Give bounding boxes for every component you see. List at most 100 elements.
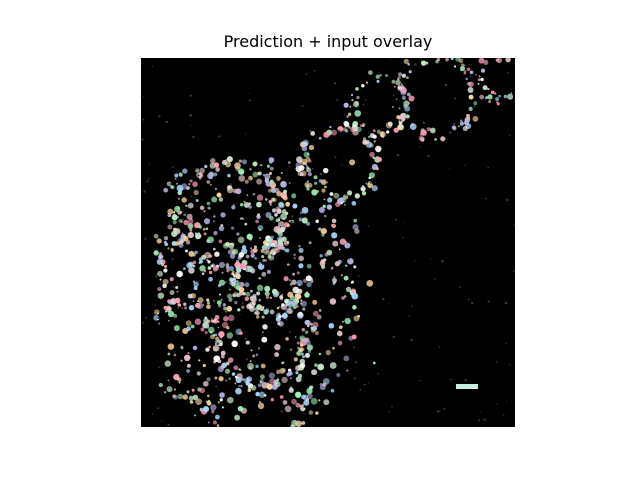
- fluorescent-spot: [331, 223, 335, 228]
- fluorescent-spot: [228, 377, 231, 380]
- fluorescent-spot: [356, 126, 362, 133]
- fluorescent-spot: [239, 331, 243, 335]
- fluorescent-spot: [320, 179, 327, 185]
- background-speckle: [437, 410, 440, 413]
- fluorescent-spot: [475, 74, 477, 76]
- fluorescent-spot: [163, 305, 168, 310]
- background-speckle: [402, 236, 404, 239]
- fluorescent-spot: [181, 197, 187, 203]
- fluorescent-spot: [347, 190, 353, 196]
- fluorescent-spot: [217, 359, 222, 364]
- fluorescent-spot: [178, 172, 183, 177]
- fluorescent-spot: [168, 389, 171, 391]
- fluorescent-spot: [267, 255, 272, 259]
- fluorescent-spot: [256, 178, 263, 185]
- background-speckle: [469, 75, 472, 78]
- fluorescent-spot: [324, 252, 329, 257]
- fluorescent-spot: [341, 296, 345, 300]
- fluorescent-spot: [203, 210, 206, 213]
- background-speckle: [146, 180, 149, 183]
- fluorescent-spot: [215, 414, 220, 420]
- fluorescent-spot: [275, 352, 279, 356]
- fluorescent-spot: [318, 136, 322, 140]
- fluorescent-spot: [403, 58, 409, 64]
- fluorescent-spot: [318, 179, 323, 183]
- fluorescent-spot: [212, 247, 216, 251]
- fluorescent-spot: [322, 382, 327, 387]
- fluorescent-spot: [264, 179, 269, 184]
- fluorescent-spot: [365, 81, 369, 84]
- background-speckle: [167, 423, 170, 426]
- fluorescent-spot: [308, 159, 312, 163]
- fluorescent-spot: [252, 171, 259, 178]
- fluorescent-spot: [270, 243, 275, 248]
- fluorescent-spot: [202, 363, 206, 368]
- fluorescent-spot: [472, 116, 479, 122]
- fluorescent-spot: [367, 182, 373, 189]
- fluorescent-spot: [293, 257, 296, 260]
- fluorescent-spot: [440, 136, 446, 142]
- fluorescent-spot: [329, 192, 334, 196]
- fluorescent-spot: [234, 162, 241, 170]
- fluorescent-spot: [307, 182, 313, 188]
- background-speckle: [207, 236, 209, 238]
- background-speckle: [348, 258, 351, 260]
- fluorescent-spot: [176, 182, 178, 185]
- fluorescent-spot: [323, 131, 330, 138]
- fluorescent-spot: [395, 79, 401, 86]
- fluorescent-spot: [260, 374, 265, 380]
- fluorescent-spot: [275, 218, 280, 223]
- fluorescent-spot: [234, 300, 238, 305]
- fluorescent-spot: [299, 404, 303, 408]
- fluorescent-spot: [167, 247, 170, 250]
- fluorescent-spot: [459, 65, 466, 72]
- fluorescent-spot: [453, 65, 457, 68]
- fluorescent-spot: [188, 267, 195, 274]
- fluorescent-spot: [186, 390, 190, 394]
- fluorescent-spot: [238, 368, 241, 371]
- fluorescent-spot: [445, 58, 449, 62]
- fluorescent-spot: [350, 127, 356, 133]
- fluorescent-spot: [306, 187, 310, 191]
- fluorescent-spot: [170, 185, 175, 190]
- fluorescent-spot: [216, 192, 222, 198]
- background-speckle: [410, 338, 413, 342]
- fluorescent-spot: [480, 77, 484, 82]
- fluorescent-spot: [318, 352, 322, 356]
- fluorescent-spot: [299, 358, 306, 365]
- fluorescent-spot: [289, 348, 293, 351]
- fluorescent-spot: [301, 421, 306, 425]
- fluorescent-spot: [226, 332, 234, 339]
- fluorescent-spot: [482, 85, 488, 91]
- fluorescent-spot: [268, 237, 273, 242]
- background-speckle: [347, 165, 349, 167]
- fluorescent-spot: [206, 180, 211, 184]
- fluorescent-spot: [268, 157, 275, 163]
- fluorescent-spot: [185, 239, 191, 245]
- fluorescent-spot: [250, 385, 257, 391]
- fluorescent-spot: [361, 191, 367, 196]
- background-speckle: [279, 225, 282, 228]
- fluorescent-spot: [230, 247, 234, 251]
- fluorescent-spot: [302, 307, 306, 311]
- fluorescent-spot: [344, 129, 349, 133]
- background-speckle: [471, 302, 474, 305]
- fluorescent-spot: [249, 360, 252, 363]
- background-speckle: [177, 306, 180, 309]
- fluorescent-spot: [310, 277, 313, 281]
- fluorescent-spot: [327, 197, 333, 203]
- fluorescent-spot: [308, 410, 314, 415]
- fluorescent-spot: [208, 270, 213, 275]
- fluorescent-spot: [213, 265, 219, 271]
- background-speckle: [305, 73, 308, 76]
- fluorescent-spot: [215, 167, 220, 172]
- fluorescent-spot: [361, 83, 365, 88]
- fluorescent-spot: [312, 310, 319, 317]
- fluorescent-spot: [224, 310, 227, 313]
- fluorescent-spot: [206, 301, 211, 305]
- fluorescent-spot: [299, 211, 303, 215]
- fluorescent-spot: [391, 105, 395, 108]
- fluorescent-spot: [485, 96, 488, 100]
- fluorescent-spot: [462, 126, 468, 132]
- fluorescent-spot: [273, 247, 280, 254]
